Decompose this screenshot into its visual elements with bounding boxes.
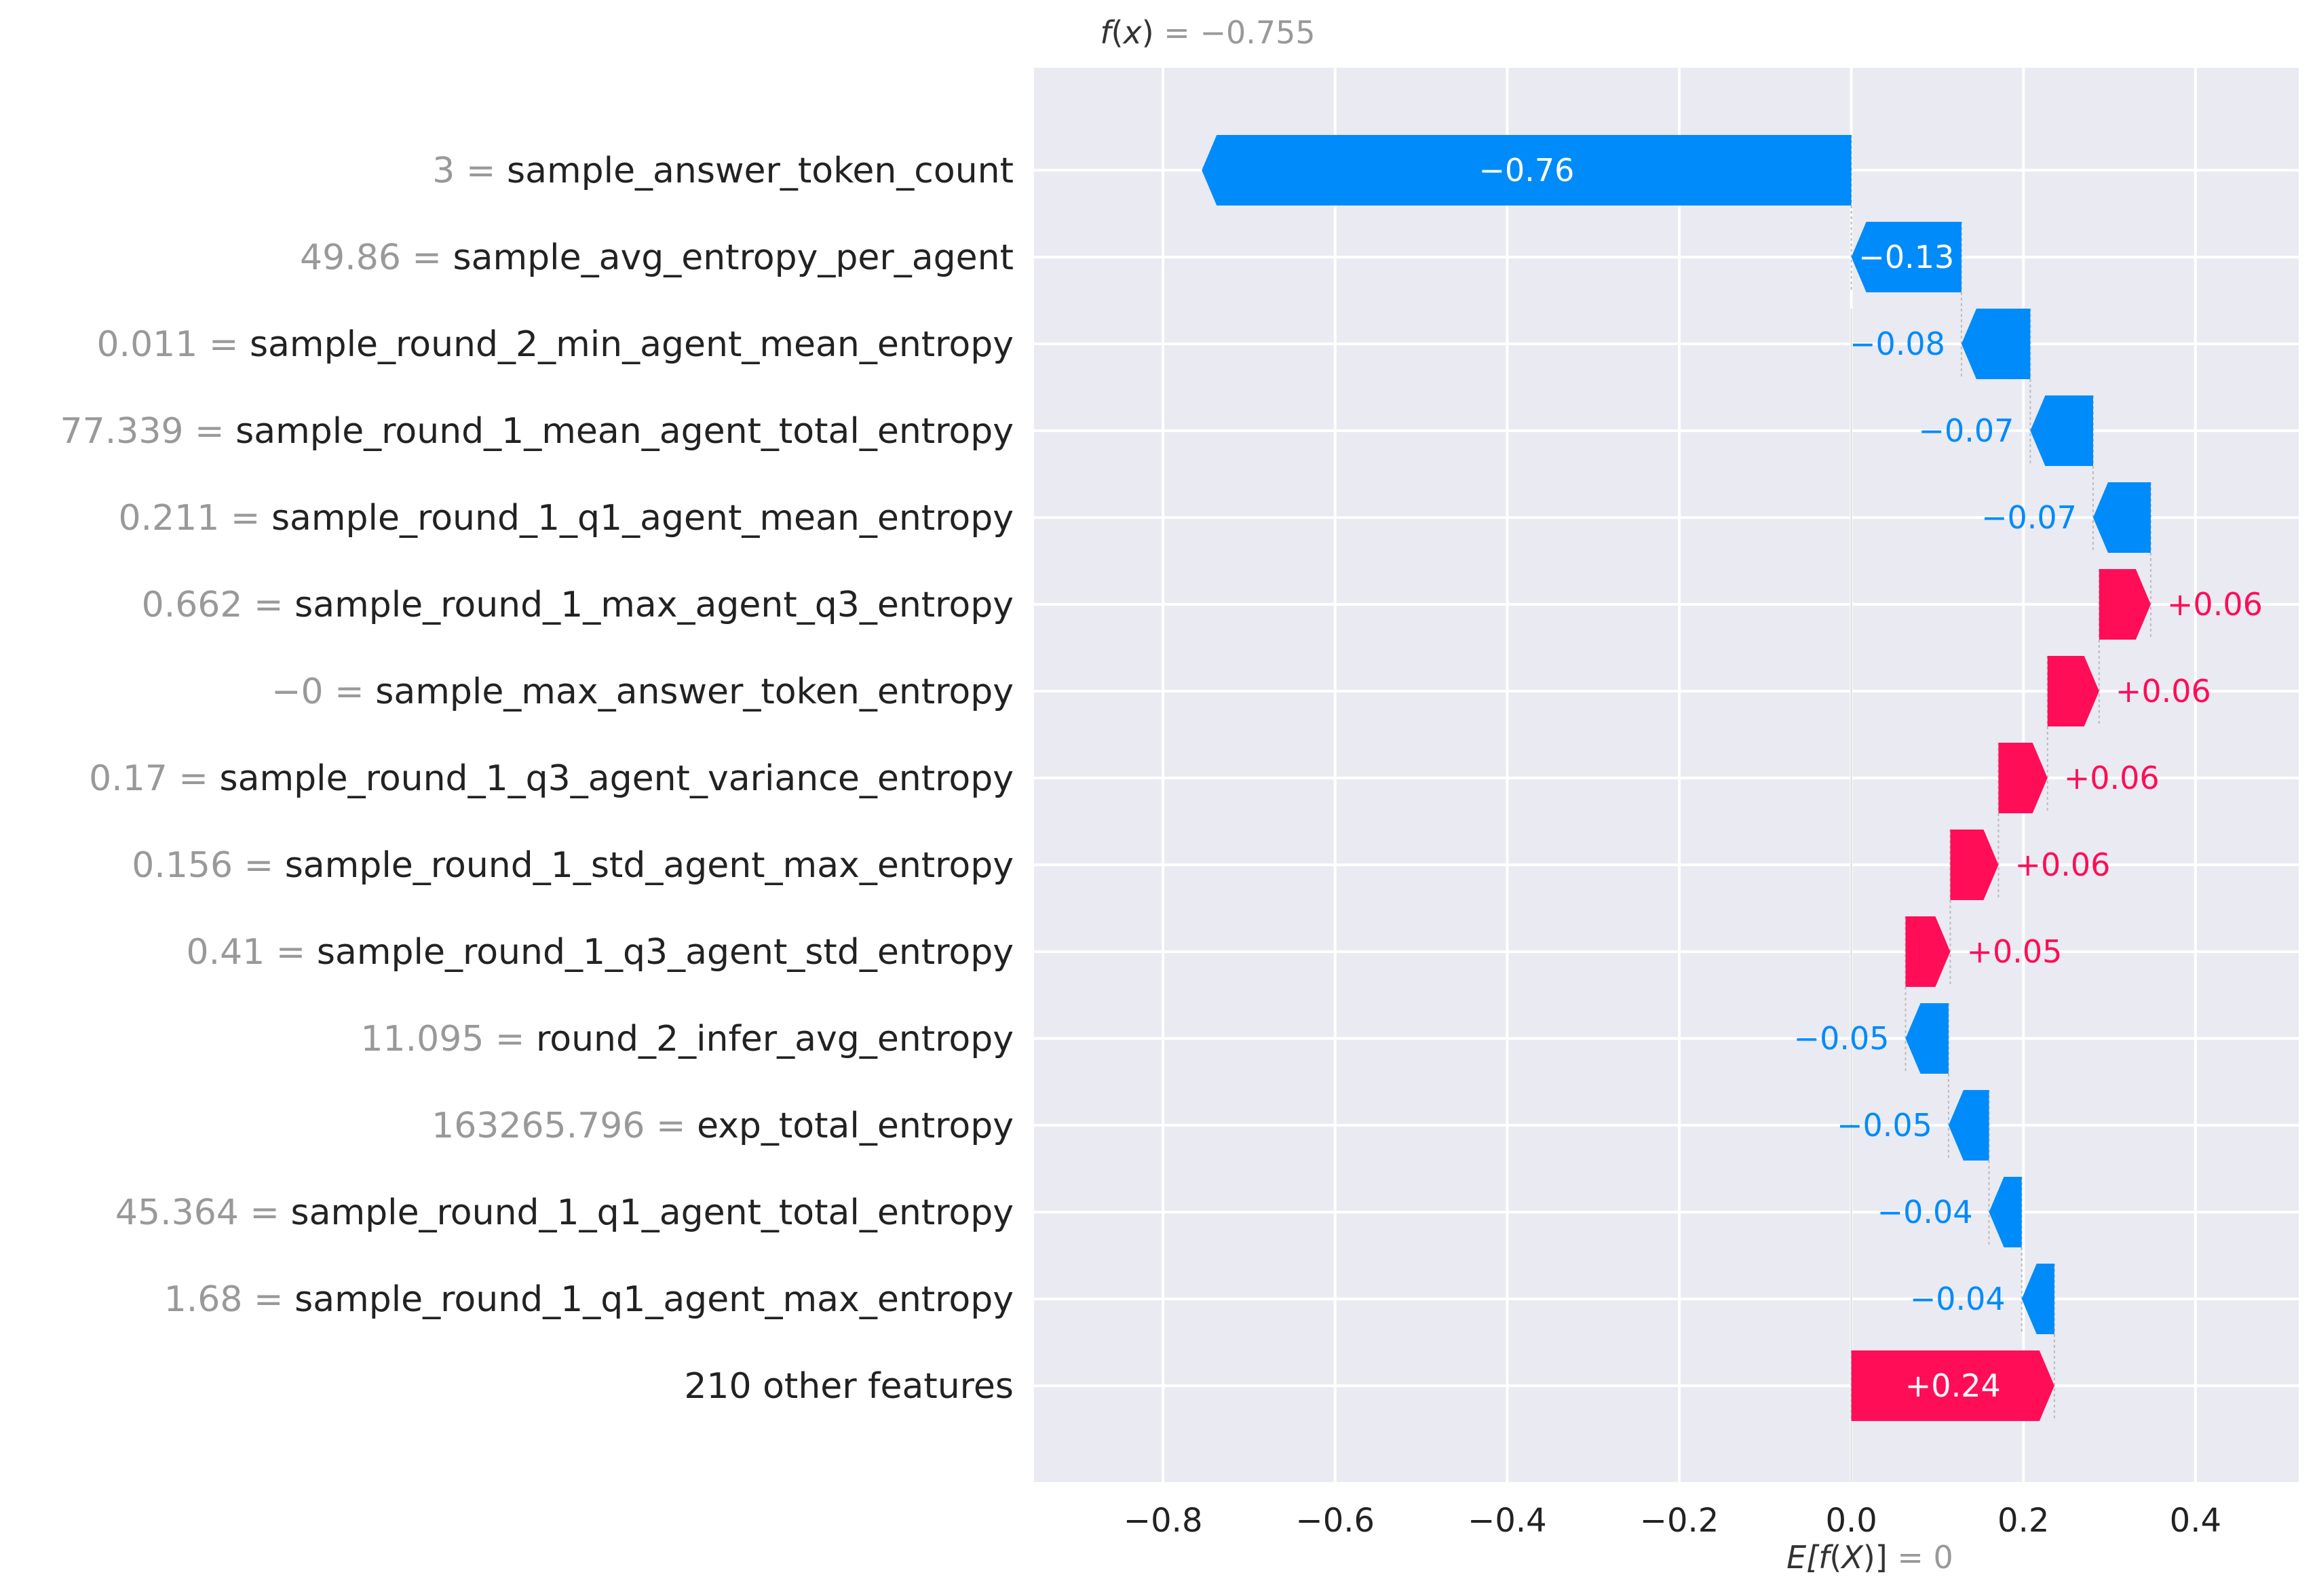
feature-value: 0.156 = <box>132 845 285 886</box>
bar-value-label: −0.04 <box>1910 1281 2006 1317</box>
feature-label: 1.68 = sample_round_1_q1_agent_max_entro… <box>164 1279 1014 1320</box>
feature-name: round_2_infer_avg_entropy <box>536 1019 1014 1059</box>
feature-value: 77.339 = <box>60 411 236 452</box>
title-value: = −0.755 <box>1164 14 1315 51</box>
feature-value: 1.68 = <box>164 1279 294 1320</box>
feature-name: sample_round_1_q1_agent_total_entropy <box>291 1192 1014 1233</box>
bar-value-label: −0.05 <box>1794 1020 1890 1057</box>
bar-value-label: +0.06 <box>2064 760 2160 796</box>
feature-name: sample_round_1_q1_agent_mean_entropy <box>271 498 1014 539</box>
bar <box>1961 309 2031 379</box>
bar-value-label: −0.07 <box>1918 412 2014 449</box>
base-open: ( <box>1829 1539 1841 1576</box>
bar <box>1948 1090 1989 1161</box>
base-value-label: E[f(X)] = 0 <box>1786 1539 1953 1576</box>
feature-value: 0.662 = <box>142 585 295 625</box>
feature-name: sample_round_1_q3_agent_std_entropy <box>317 932 1014 973</box>
bar-value-label: −0.07 <box>1981 499 2077 536</box>
bar <box>1851 1350 2054 1421</box>
feature-name: sample_round_1_mean_agent_total_entropy <box>235 411 1014 452</box>
feature-name: sample_round_1_q1_agent_max_entropy <box>294 1279 1014 1320</box>
bar-value-label: −0.13 <box>1858 239 1954 275</box>
feature-label: 3 = sample_answer_token_count <box>432 151 1014 191</box>
feature-labels: 3 = sample_answer_token_count 49.86 = sam… <box>60 151 1014 1407</box>
feature-name: sample_answer_token_count <box>507 151 1014 191</box>
feature-value: 11.095 = <box>360 1019 536 1059</box>
x-tick-labels: −0.8 −0.6 −0.4 −0.2 0.0 0.2 0.4 <box>1124 1502 2221 1540</box>
feature-label: 77.339 = sample_round_1_mean_agent_total… <box>60 411 1014 452</box>
feature-value: 0.011 = <box>96 324 250 365</box>
feature-value: 0.211 = <box>118 498 271 539</box>
base-arg: X <box>1840 1539 1864 1576</box>
feature-name: sample_round_2_min_agent_mean_entropy <box>250 324 1014 365</box>
feature-name: sample_avg_entropy_per_agent <box>453 237 1014 278</box>
title-open: ( <box>1111 14 1124 51</box>
bar <box>2047 656 2099 726</box>
base-value: = 0 <box>1897 1539 1953 1576</box>
x-tick-label: −0.6 <box>1296 1502 1375 1540</box>
bar <box>1950 830 1999 900</box>
x-tick-label: 0.0 <box>1825 1502 1877 1540</box>
feature-name: sample_round_1_q3_agent_variance_entropy <box>220 758 1014 799</box>
feature-name: exp_total_entropy <box>697 1106 1014 1146</box>
feature-value: −0 = <box>271 672 375 712</box>
feature-value: 0.17 = <box>89 758 219 799</box>
feature-label: 0.011 = sample_round_2_min_agent_mean_en… <box>96 324 1014 365</box>
feature-label: 210 other features <box>684 1366 1014 1407</box>
bar-value-label: +0.06 <box>2116 673 2211 709</box>
feature-label: 0.662 = sample_round_1_max_agent_q3_entr… <box>142 585 1014 625</box>
base-prefix: E[ <box>1786 1539 1820 1576</box>
feature-label: 49.86 = sample_avg_entropy_per_agent <box>300 237 1014 278</box>
bar <box>2030 395 2093 466</box>
plot-area <box>1034 68 2299 1482</box>
feature-label: −0 = sample_max_answer_token_entropy <box>271 672 1014 712</box>
feature-label: 0.156 = sample_round_1_std_agent_max_ent… <box>132 845 1014 886</box>
feature-value: 45.364 = <box>115 1192 291 1233</box>
bar <box>1989 1177 2022 1247</box>
feature-label: 0.211 = sample_round_1_q1_agent_mean_ent… <box>118 498 1014 539</box>
bar <box>1905 1003 1949 1074</box>
bar-value-label: −0.76 <box>1478 152 1574 189</box>
bar <box>1905 916 1951 987</box>
feature-name: sample_max_answer_token_entropy <box>375 672 1014 712</box>
bar <box>1851 222 1962 292</box>
bar-labels: −0.76 −0.13 −0.08 −0.07 −0.07 +0.06 +0.06 +0.06… <box>1478 152 2262 1404</box>
feature-value: 163265.796 = <box>432 1106 697 1146</box>
bar-value-label: +0.06 <box>2167 586 2263 623</box>
bar <box>1998 743 2048 813</box>
x-tick-label: 0.2 <box>1997 1502 2049 1540</box>
feature-label: 0.17 = sample_round_1_q3_agent_variance_… <box>89 758 1014 799</box>
chart-title: f(x) = −0.755 <box>1100 14 1315 51</box>
bar-value-label: −0.05 <box>1837 1107 1932 1144</box>
feature-name: 210 other features <box>684 1366 1014 1407</box>
title-close: ) <box>1142 14 1164 51</box>
feature-label: 163265.796 = exp_total_entropy <box>432 1106 1014 1146</box>
bar <box>2092 482 2151 553</box>
feature-name: sample_round_1_max_agent_q3_entropy <box>294 585 1014 625</box>
feature-value: 49.86 = <box>300 237 453 278</box>
bar <box>2021 1264 2054 1334</box>
x-tick-label: 0.4 <box>2170 1502 2221 1540</box>
bar-value-label: +0.06 <box>2014 846 2110 883</box>
bar <box>2099 569 2151 640</box>
base-suffix: )] <box>1863 1539 1888 1576</box>
bar-value-label: +0.24 <box>1905 1367 2001 1404</box>
feature-name: sample_round_1_std_agent_max_entropy <box>285 845 1014 886</box>
title-arg: x <box>1122 14 1142 51</box>
bar-value-label: −0.08 <box>1850 326 1945 362</box>
feature-value: 3 = <box>432 151 507 191</box>
feature-value: 0.41 = <box>187 932 317 973</box>
feature-label: 0.41 = sample_round_1_q3_agent_std_entro… <box>187 932 1014 973</box>
bars <box>1202 135 2151 1421</box>
bar-value-label: +0.05 <box>1966 933 2062 970</box>
bar <box>1202 135 1852 206</box>
x-tick-label: −0.8 <box>1124 1502 1203 1540</box>
x-tick-label: −0.4 <box>1468 1502 1547 1540</box>
feature-label: 11.095 = round_2_infer_avg_entropy <box>360 1019 1014 1059</box>
feature-label: 45.364 = sample_round_1_q1_agent_total_e… <box>115 1192 1014 1233</box>
bar-value-label: −0.04 <box>1877 1194 1973 1230</box>
x-tick-label: −0.2 <box>1640 1502 1719 1540</box>
